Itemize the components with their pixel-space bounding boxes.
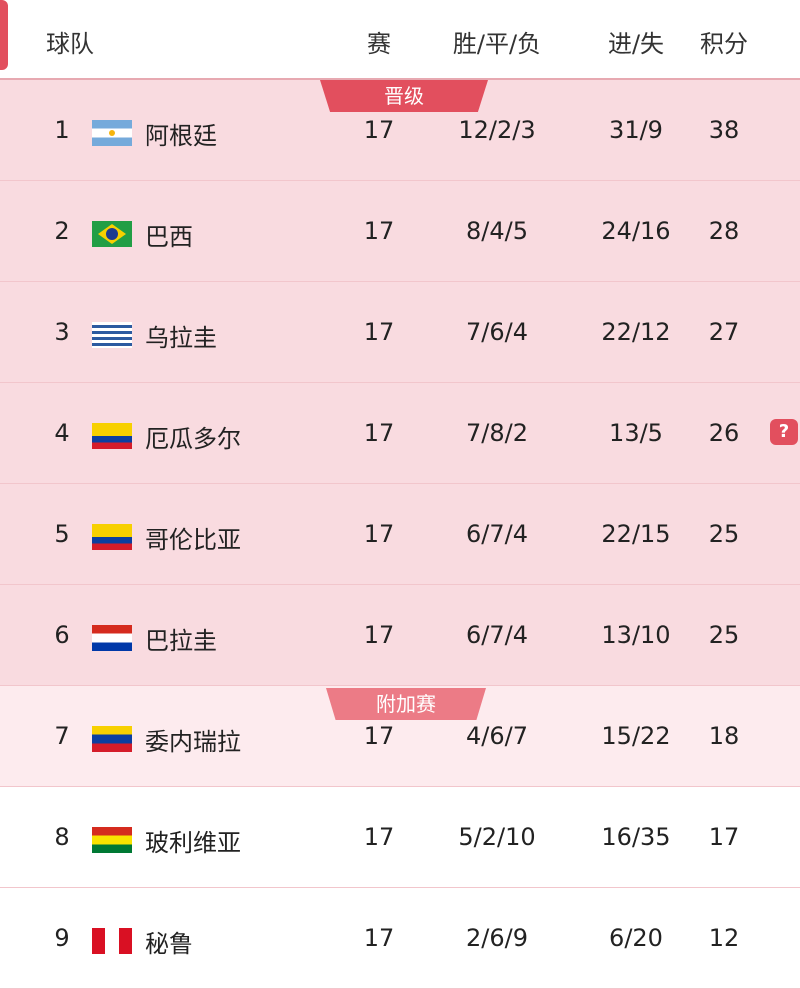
flag-paraguay-icon	[92, 625, 132, 651]
wdl: 12/2/3	[458, 116, 536, 144]
table-header: 球队 赛 胜/平/负 进/失 积分	[0, 0, 800, 80]
flag-bolivia-icon	[92, 827, 132, 853]
col-wdl: 胜/平/负	[452, 30, 542, 58]
played: 17	[363, 318, 395, 346]
rank: 9	[54, 924, 70, 952]
team-name[interactable]: 乌拉圭	[145, 324, 217, 352]
points: 25	[708, 621, 740, 649]
table-row[interactable]: 2 巴西 17 8/4/5 24/16 28	[0, 181, 800, 282]
played: 17	[363, 419, 395, 447]
col-team: 球队	[46, 30, 94, 58]
zone-tag-qualify: 晋级	[320, 80, 488, 112]
wdl: 7/8/2	[466, 419, 528, 447]
rank: 8	[54, 823, 70, 851]
flag-venezuela-icon	[92, 726, 132, 752]
goals: 13/5	[609, 419, 663, 447]
goals: 24/16	[601, 217, 671, 245]
team-name[interactable]: 哥伦比亚	[145, 526, 241, 554]
points: 28	[708, 217, 740, 245]
team-name[interactable]: 阿根廷	[145, 122, 217, 150]
rank: 5	[54, 520, 70, 548]
flag-brazil-icon	[92, 221, 132, 247]
goals: 6/20	[609, 924, 663, 952]
goals: 16/35	[601, 823, 671, 851]
table-row[interactable]: 4 厄瓜多尔 17 7/8/2 13/5 26	[0, 383, 800, 484]
help-icon[interactable]: ?	[770, 419, 798, 445]
points: 26	[708, 419, 740, 447]
col-played: 赛	[367, 30, 391, 58]
played: 17	[363, 722, 395, 750]
team-name[interactable]: 巴西	[145, 223, 193, 251]
flag-ecuador-icon	[92, 423, 132, 449]
points: 25	[708, 520, 740, 548]
team-name[interactable]: 厄瓜多尔	[145, 425, 241, 453]
played: 17	[363, 217, 395, 245]
rank: 4	[54, 419, 70, 447]
flag-peru-icon	[92, 928, 132, 954]
rank: 7	[54, 722, 70, 750]
team-name[interactable]: 委内瑞拉	[145, 728, 241, 756]
played: 17	[363, 520, 395, 548]
wdl: 5/2/10	[458, 823, 536, 851]
rank: 6	[54, 621, 70, 649]
col-points: 积分	[700, 30, 748, 58]
wdl: 2/6/9	[466, 924, 528, 952]
rank: 2	[54, 217, 70, 245]
zone-tag-playoff: 附加赛	[326, 688, 486, 720]
rank: 3	[54, 318, 70, 346]
played: 17	[363, 621, 395, 649]
col-goals: 进/失	[607, 30, 665, 58]
wdl: 6/7/4	[466, 520, 528, 548]
rank: 1	[54, 116, 70, 144]
played: 17	[363, 116, 395, 144]
flag-argentina-icon	[92, 120, 132, 146]
table-row[interactable]: 3 乌拉圭 17 7/6/4 22/12 27	[0, 282, 800, 383]
points: 38	[708, 116, 740, 144]
table-row[interactable]: 6 巴拉圭 17 6/7/4 13/10 25	[0, 585, 800, 686]
team-name[interactable]: 秘鲁	[145, 930, 193, 958]
team-name[interactable]: 玻利维亚	[145, 829, 241, 857]
points: 17	[708, 823, 740, 851]
goals: 22/15	[601, 520, 671, 548]
accent-bar	[0, 0, 8, 70]
played: 17	[363, 823, 395, 851]
wdl: 6/7/4	[466, 621, 528, 649]
goals: 15/22	[601, 722, 671, 750]
goals: 22/12	[601, 318, 671, 346]
flag-uruguay-icon	[92, 322, 132, 348]
points: 18	[708, 722, 740, 750]
goals: 13/10	[601, 621, 671, 649]
wdl: 4/6/7	[466, 722, 528, 750]
table-row[interactable]: 5 哥伦比亚 17 6/7/4 22/15 25	[0, 484, 800, 585]
table-row[interactable]: 9 秘鲁 17 2/6/9 6/20 12	[0, 888, 800, 989]
points: 27	[708, 318, 740, 346]
played: 17	[363, 924, 395, 952]
goals: 31/9	[609, 116, 663, 144]
wdl: 7/6/4	[466, 318, 528, 346]
wdl: 8/4/5	[466, 217, 528, 245]
points: 12	[708, 924, 740, 952]
flag-colombia-icon	[92, 524, 132, 550]
table-row[interactable]: 8 玻利维亚 17 5/2/10 16/35 17	[0, 787, 800, 888]
team-name[interactable]: 巴拉圭	[145, 627, 217, 655]
